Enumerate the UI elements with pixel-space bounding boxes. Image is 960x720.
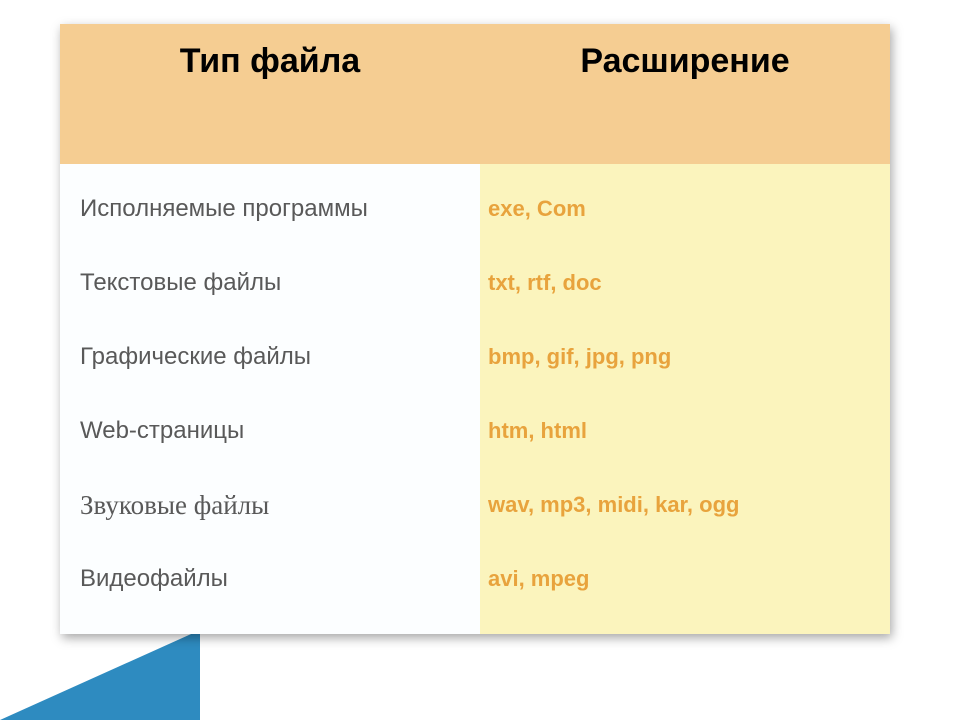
- file-type-label: Текстовые файлы: [80, 256, 479, 310]
- file-extension-label: exe, Com: [488, 182, 889, 236]
- body-cell-extensions: exe, Com txt, rtf, doc bmp, gif, jpg, png h…: [480, 164, 890, 634]
- file-type-label: Web-страницы: [80, 404, 479, 458]
- body-cell-file-types: Исполняемые программы Текстовые файлы Граф…: [60, 164, 480, 634]
- table-header-row: Тип файла Расширение: [60, 24, 890, 164]
- file-type-label: Исполняемые программы: [80, 182, 479, 236]
- file-extension-label: avi, mpeg: [488, 552, 889, 606]
- file-types-table: Тип файла Расширение Исполняемые програм…: [60, 24, 890, 634]
- file-extension-label: wav, mp3, midi, kar, ogg: [488, 478, 889, 532]
- file-type-label: Видеофайлы: [80, 552, 479, 606]
- header-cell-file-type: Тип файла: [60, 24, 480, 164]
- file-type-label: Графические файлы: [80, 330, 479, 384]
- file-type-label: Звуковые файлы: [80, 478, 479, 532]
- file-extension-label: bmp, gif, jpg, png: [488, 330, 889, 384]
- file-extension-label: txt, rtf, doc: [488, 256, 889, 310]
- table-body-row: Исполняемые программы Текстовые файлы Граф…: [60, 164, 890, 634]
- file-extension-label: htm, html: [488, 404, 889, 458]
- corner-triangle-decoration: [0, 630, 200, 720]
- header-cell-extension: Расширение: [480, 24, 890, 164]
